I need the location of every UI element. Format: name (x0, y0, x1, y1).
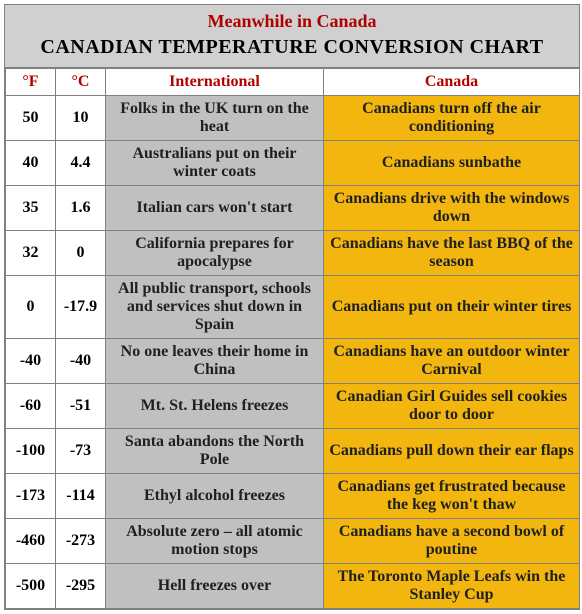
table-row: 35 1.6 Italian cars won't start Canadian… (6, 186, 580, 231)
col-header-c: °C (56, 69, 106, 96)
table-row: -100 -73 Santa abandons the North Pole C… (6, 429, 580, 474)
cell-canada: Canadian Girl Guides sell cookies door t… (324, 384, 580, 429)
cell-canada: Canadians have the last BBQ of the seaso… (324, 231, 580, 276)
cell-c: -295 (56, 564, 106, 609)
cell-canada: The Toronto Maple Leafs win the Stanley … (324, 564, 580, 609)
cell-c: 4.4 (56, 141, 106, 186)
cell-intl: Italian cars won't start (106, 186, 324, 231)
table-row: 40 4.4 Australians put on their winter c… (6, 141, 580, 186)
cell-canada: Canadians pull down their ear flaps (324, 429, 580, 474)
cell-f: -100 (6, 429, 56, 474)
cell-intl: Hell freezes over (106, 564, 324, 609)
table-body: 50 10 Folks in the UK turn on the heat C… (6, 96, 580, 609)
table-row: 0 -17.9 All public transport, schools an… (6, 276, 580, 339)
col-header-f: °F (6, 69, 56, 96)
cell-c: -73 (56, 429, 106, 474)
subtitle: Meanwhile in Canada (9, 11, 575, 32)
cell-f: 35 (6, 186, 56, 231)
cell-f: -60 (6, 384, 56, 429)
table-row: 50 10 Folks in the UK turn on the heat C… (6, 96, 580, 141)
cell-c: 1.6 (56, 186, 106, 231)
cell-intl: No one leaves their home in China (106, 339, 324, 384)
col-header-canada: Canada (324, 69, 580, 96)
cell-intl: All public transport, schools and servic… (106, 276, 324, 339)
cell-c: -17.9 (56, 276, 106, 339)
chart-container: Meanwhile in Canada CANADIAN TEMPERATURE… (4, 4, 580, 610)
cell-intl: Ethyl alcohol freezes (106, 474, 324, 519)
cell-intl: Santa abandons the North Pole (106, 429, 324, 474)
cell-intl: Folks in the UK turn on the heat (106, 96, 324, 141)
table-row: -60 -51 Mt. St. Helens freezes Canadian … (6, 384, 580, 429)
cell-c: -40 (56, 339, 106, 384)
cell-f: -40 (6, 339, 56, 384)
cell-intl: Absolute zero – all atomic motion stops (106, 519, 324, 564)
col-header-intl: International (106, 69, 324, 96)
cell-c: -114 (56, 474, 106, 519)
cell-canada: Canadians turn off the air conditioning (324, 96, 580, 141)
cell-intl: Australians put on their winter coats (106, 141, 324, 186)
cell-c: -273 (56, 519, 106, 564)
cell-f: -173 (6, 474, 56, 519)
cell-intl: California prepares for apocalypse (106, 231, 324, 276)
table-row: -500 -295 Hell freezes over The Toronto … (6, 564, 580, 609)
table-row: -40 -40 No one leaves their home in Chin… (6, 339, 580, 384)
conversion-table: °F °C International Canada 50 10 Folks i… (5, 68, 580, 609)
cell-f: 40 (6, 141, 56, 186)
table-row: 32 0 California prepares for apocalypse … (6, 231, 580, 276)
table-row: -460 -273 Absolute zero – all atomic mot… (6, 519, 580, 564)
cell-canada: Canadians drive with the windows down (324, 186, 580, 231)
cell-canada: Canadians sunbathe (324, 141, 580, 186)
cell-intl: Mt. St. Helens freezes (106, 384, 324, 429)
cell-c: 10 (56, 96, 106, 141)
cell-canada: Canadians have an outdoor winter Carniva… (324, 339, 580, 384)
cell-canada: Canadians put on their winter tires (324, 276, 580, 339)
cell-c: 0 (56, 231, 106, 276)
header-row: °F °C International Canada (6, 69, 580, 96)
cell-f: 50 (6, 96, 56, 141)
cell-canada: Canadians get frustrated because the keg… (324, 474, 580, 519)
main-title: CANADIAN TEMPERATURE CONVERSION CHART (9, 36, 575, 59)
title-block: Meanwhile in Canada CANADIAN TEMPERATURE… (5, 5, 579, 68)
cell-f: 0 (6, 276, 56, 339)
cell-canada: Canadians have a second bowl of poutine (324, 519, 580, 564)
cell-f: 32 (6, 231, 56, 276)
cell-f: -500 (6, 564, 56, 609)
cell-f: -460 (6, 519, 56, 564)
cell-c: -51 (56, 384, 106, 429)
table-row: -173 -114 Ethyl alcohol freezes Canadian… (6, 474, 580, 519)
